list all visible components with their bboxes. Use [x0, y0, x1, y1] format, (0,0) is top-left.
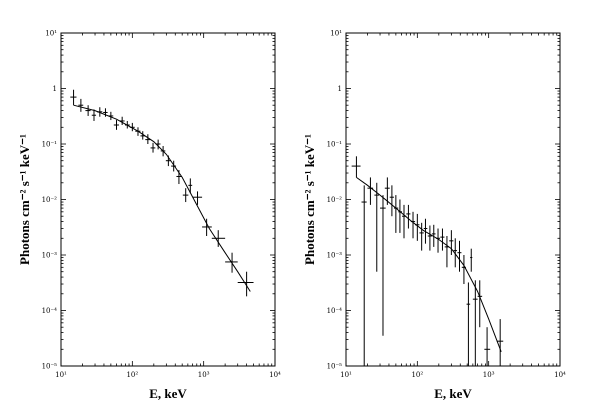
- data-point: [351, 156, 361, 178]
- x-tick-label: 10¹: [55, 371, 67, 379]
- data-point: [85, 105, 91, 116]
- data-point: [188, 178, 193, 194]
- data-point: [431, 224, 436, 247]
- data-point: [70, 89, 77, 106]
- data-point: [202, 218, 212, 236]
- data-point: [367, 177, 374, 205]
- x-tick-label: 10⁴: [269, 371, 281, 379]
- data-point: [182, 188, 189, 203]
- x-axis-label: E, keV: [434, 386, 472, 401]
- data-point: [171, 160, 177, 172]
- data-point: [477, 280, 483, 328]
- x-tick-label: 10²: [126, 371, 138, 379]
- data-point: [406, 204, 411, 229]
- data-point: [145, 134, 151, 144]
- data-point: [444, 235, 450, 268]
- data-point: [427, 225, 432, 251]
- data-point: [415, 213, 420, 241]
- x-tick-label: 10²: [411, 371, 423, 379]
- data-point: [374, 182, 379, 272]
- data-point: [461, 255, 466, 285]
- data-point: [449, 230, 454, 255]
- data-point: [192, 191, 203, 205]
- y-tick-label: 10⁻¹: [42, 141, 58, 149]
- data-point: [393, 195, 399, 233]
- model-curve: [73, 104, 251, 292]
- data-point: [211, 230, 226, 247]
- data-point: [119, 116, 125, 125]
- data-point: [484, 327, 491, 366]
- data-point: [225, 252, 238, 273]
- plot-frame: [345, 32, 561, 367]
- y-tick-label: 10⁻⁴: [42, 307, 58, 315]
- data-point: [361, 185, 367, 366]
- data-point: [135, 127, 141, 136]
- data-point: [389, 185, 394, 217]
- data-point: [453, 238, 458, 268]
- data-point: [466, 282, 471, 366]
- data-point: [160, 146, 166, 157]
- data-point: [398, 199, 403, 233]
- y-tick-label: 10⁻⁵: [327, 363, 343, 371]
- data-point: [402, 204, 407, 239]
- data-point: [419, 222, 424, 251]
- data-point: [91, 109, 97, 121]
- y-tick-label: 10¹: [330, 30, 342, 38]
- data-point: [496, 319, 504, 366]
- left-panel: 10¹ 10² 10³ 10⁴ 10⁻⁵ 10⁻⁴ 10⁻³ 10⁻² 10⁻¹ 1 10¹ E, k…: [17, 30, 281, 402]
- y-tick-label: 10⁻⁵: [42, 363, 58, 371]
- y-tick-label: 10⁻³: [42, 252, 58, 260]
- data-point: [472, 280, 478, 366]
- x-axis-label: E, keV: [149, 386, 187, 401]
- data-point: [155, 139, 161, 150]
- y-tick-label: 10⁻²: [42, 196, 58, 204]
- x-tick-label: 10³: [198, 371, 210, 379]
- data-point: [165, 155, 171, 167]
- data-point: [176, 170, 182, 185]
- data-point: [384, 177, 390, 205]
- x-tick-label: 10⁴: [554, 371, 566, 379]
- data-point: [78, 98, 84, 112]
- data-point: [113, 120, 119, 130]
- data-point: [457, 240, 462, 272]
- data-point: [108, 111, 114, 121]
- data-point: [150, 142, 156, 153]
- right-panel: 10¹ 10² 10³ 10⁴ 10⁻⁵ 10⁻⁴ 10⁻³ 10⁻² 10⁻¹ 1 10¹ E, k…: [302, 30, 566, 402]
- data-point: [237, 271, 254, 297]
- data-point: [435, 228, 441, 253]
- y-axis-label: Photons cm⁻² s⁻¹ keV⁻¹: [17, 134, 32, 265]
- y-tick-label: 10⁻¹: [327, 141, 343, 149]
- y-axis-label: Photons cm⁻² s⁻¹ keV⁻¹: [302, 134, 317, 265]
- y-tick-label: 1: [53, 85, 57, 93]
- x-tick-label: 10¹: [340, 371, 352, 379]
- y-tick-label: 10⁻⁴: [327, 307, 343, 315]
- data-point: [380, 195, 386, 336]
- y-tick-label: 1: [338, 85, 342, 93]
- data-point: [470, 248, 473, 272]
- plot-frame: [60, 32, 276, 367]
- y-tick-label: 10⁻³: [327, 252, 343, 260]
- x-tick-label: 10³: [483, 371, 495, 379]
- data-point: [129, 122, 135, 132]
- data-point: [440, 228, 445, 251]
- data-point: [97, 107, 103, 117]
- data-point: [103, 108, 108, 117]
- data-point: [423, 218, 428, 244]
- data-point: [140, 131, 145, 140]
- data-point: [125, 120, 130, 129]
- data-point: [410, 211, 416, 239]
- y-tick-label: 10¹: [45, 30, 57, 38]
- y-tick-label: 10⁻²: [327, 196, 343, 204]
